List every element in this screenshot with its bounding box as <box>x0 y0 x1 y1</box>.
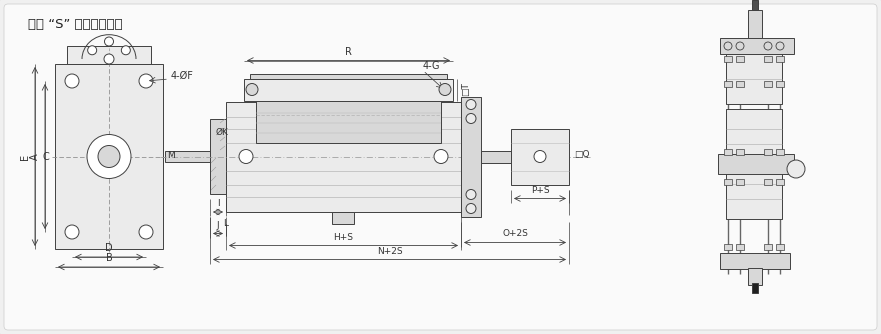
Text: 注： “S” 為缸的總行程: 注： “S” 為缸的總行程 <box>28 18 122 31</box>
Bar <box>764 81 772 87</box>
Bar <box>724 81 732 87</box>
Bar <box>720 253 790 269</box>
Bar <box>736 149 744 155</box>
Circle shape <box>736 42 744 50</box>
Bar <box>256 101 441 143</box>
Bar <box>724 56 732 62</box>
Circle shape <box>466 189 476 199</box>
Text: P+S: P+S <box>530 185 550 194</box>
Text: □Q: □Q <box>574 150 589 159</box>
Circle shape <box>105 37 114 46</box>
Text: E: E <box>20 153 30 160</box>
Circle shape <box>88 46 97 55</box>
Circle shape <box>439 84 451 96</box>
Bar <box>332 211 354 223</box>
Circle shape <box>246 84 258 96</box>
Bar <box>748 10 762 38</box>
Text: 4-G: 4-G <box>423 60 440 70</box>
Bar <box>250 73 447 78</box>
Bar <box>764 179 772 185</box>
Text: L: L <box>224 218 228 227</box>
Circle shape <box>65 225 79 239</box>
Circle shape <box>787 160 805 178</box>
Bar <box>752 283 758 293</box>
Circle shape <box>466 100 476 110</box>
Bar <box>726 54 782 104</box>
Bar <box>244 78 453 101</box>
Text: R: R <box>345 46 352 56</box>
Text: ØK: ØK <box>216 128 228 137</box>
Text: D: D <box>105 243 113 253</box>
Circle shape <box>466 114 476 124</box>
Text: □T: □T <box>461 82 470 97</box>
Bar <box>720 38 794 54</box>
Text: C: C <box>42 152 49 162</box>
Text: I: I <box>217 199 219 208</box>
Bar <box>752 0 758 10</box>
Circle shape <box>65 74 79 88</box>
Text: 4-ØF: 4-ØF <box>171 71 194 81</box>
Bar <box>748 268 762 285</box>
Circle shape <box>434 150 448 164</box>
Circle shape <box>534 151 546 163</box>
Circle shape <box>239 150 253 164</box>
Bar <box>461 97 481 216</box>
Bar <box>764 56 772 62</box>
Bar <box>210 119 226 194</box>
Text: H+S: H+S <box>334 232 353 241</box>
Text: N+2S: N+2S <box>377 246 403 256</box>
Bar <box>724 179 732 185</box>
Circle shape <box>776 42 784 50</box>
Bar <box>226 102 461 211</box>
Circle shape <box>466 203 476 213</box>
Bar <box>776 56 784 62</box>
Bar <box>764 244 772 250</box>
Text: M: M <box>167 151 174 160</box>
Bar <box>776 149 784 155</box>
Bar <box>776 179 784 185</box>
FancyBboxPatch shape <box>4 4 877 330</box>
Text: B: B <box>106 253 113 263</box>
Bar <box>776 81 784 87</box>
Bar <box>736 179 744 185</box>
Bar <box>776 244 784 250</box>
Text: J: J <box>217 220 219 229</box>
Bar <box>511 129 569 184</box>
Bar <box>67 46 151 64</box>
Bar <box>718 154 794 174</box>
Bar <box>736 81 744 87</box>
Circle shape <box>87 135 131 178</box>
Circle shape <box>104 54 114 64</box>
Text: A: A <box>30 153 40 160</box>
Bar <box>724 244 732 250</box>
Circle shape <box>764 42 772 50</box>
Bar <box>55 64 163 249</box>
Circle shape <box>139 74 153 88</box>
Bar <box>481 151 511 163</box>
Bar <box>726 109 782 219</box>
Bar <box>165 151 210 162</box>
Circle shape <box>139 225 153 239</box>
Bar <box>736 244 744 250</box>
Circle shape <box>122 46 130 55</box>
Circle shape <box>98 146 120 167</box>
Bar <box>764 149 772 155</box>
Text: O+2S: O+2S <box>502 229 528 238</box>
Bar <box>736 56 744 62</box>
Bar <box>724 149 732 155</box>
Circle shape <box>724 42 732 50</box>
